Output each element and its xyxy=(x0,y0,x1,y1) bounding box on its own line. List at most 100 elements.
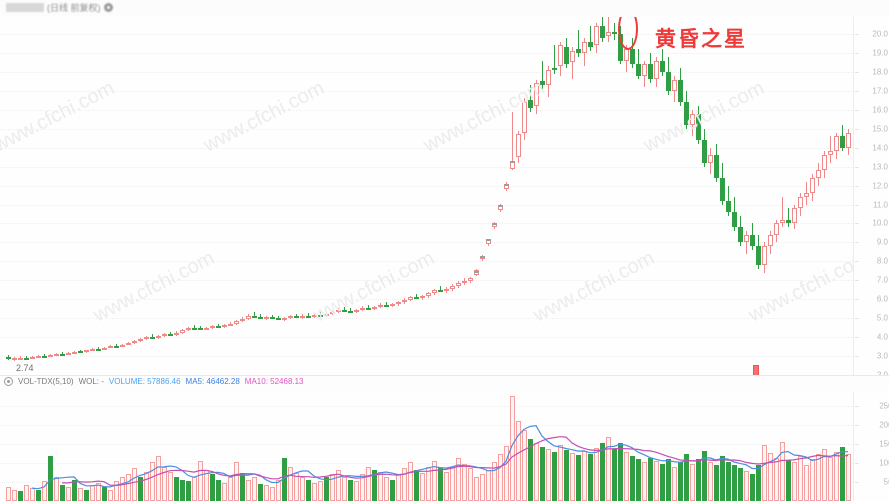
candle-body xyxy=(299,315,305,318)
volume-bar xyxy=(179,479,185,501)
candle-body xyxy=(665,71,671,91)
candle-body xyxy=(425,293,431,297)
volume-bar xyxy=(707,461,713,501)
candlestick xyxy=(797,193,803,216)
price-axis-label: 12.0 xyxy=(872,181,888,191)
candle-body xyxy=(443,288,449,291)
candlestick xyxy=(641,60,647,88)
candle-wick xyxy=(439,285,441,293)
candle-body xyxy=(815,170,821,178)
price-chart-panel[interactable]: www.cfchi.com www.cfchi.com www.cfchi.co… xyxy=(0,17,853,375)
candlestick xyxy=(461,278,467,285)
volume-bar xyxy=(731,465,737,501)
candle-wick xyxy=(319,312,321,317)
volume-bar xyxy=(263,485,269,501)
candlestick xyxy=(227,322,233,327)
volume-bar xyxy=(77,488,83,501)
gear-icon[interactable] xyxy=(103,3,113,12)
candle-body xyxy=(131,340,137,343)
candle-body xyxy=(629,49,635,65)
gridline xyxy=(0,280,853,282)
volume-bar xyxy=(665,458,671,501)
candle-body xyxy=(695,113,701,141)
candlestick xyxy=(599,17,605,42)
gridline xyxy=(0,242,853,244)
volume-bar xyxy=(761,444,767,501)
candle-wick xyxy=(787,208,789,228)
candle-body xyxy=(293,316,299,319)
indicator-name[interactable]: VOL-TDX(5,10) xyxy=(18,377,74,386)
axis-tick xyxy=(855,261,859,263)
candle-body xyxy=(107,346,113,349)
candle-body xyxy=(833,136,839,152)
volume-bar xyxy=(839,447,845,501)
volume-bar xyxy=(695,459,701,501)
volume-bar xyxy=(767,453,773,501)
candlestick xyxy=(437,285,443,293)
price-axis-label: 10.0 xyxy=(872,218,888,228)
volume-bar xyxy=(653,460,659,501)
candlestick xyxy=(425,291,431,298)
volume-bar xyxy=(173,476,179,501)
gridline xyxy=(0,261,853,263)
volume-chart-panel[interactable] xyxy=(0,391,853,501)
candlestick xyxy=(629,37,635,69)
candlestick xyxy=(305,313,311,318)
candle-body xyxy=(29,356,35,359)
candlestick xyxy=(131,340,137,344)
volume-bar xyxy=(311,482,317,501)
price-axis-label: 4.0 xyxy=(876,332,888,342)
candle-body xyxy=(143,337,149,340)
candlestick xyxy=(215,323,221,329)
candle-body xyxy=(329,311,335,314)
volume-bar xyxy=(491,462,497,501)
candle-body xyxy=(821,155,827,171)
candlestick xyxy=(605,17,611,42)
candle-body xyxy=(341,309,347,312)
volume-bar xyxy=(659,463,665,501)
candlestick xyxy=(815,162,821,186)
volume-axis: 2500 2000 1500 1000 500 xyxy=(853,391,889,501)
candle-body xyxy=(575,49,581,53)
volume-bar xyxy=(233,462,239,501)
candle-body xyxy=(281,317,287,320)
candlestick xyxy=(539,60,545,89)
candle-wick xyxy=(541,60,543,89)
candle-wick xyxy=(349,307,351,313)
candlestick xyxy=(839,124,845,152)
candlestick xyxy=(65,351,71,355)
volume-bar xyxy=(257,483,263,501)
gridline xyxy=(0,356,853,358)
watermark: www.cfchi.com xyxy=(0,76,118,157)
volume-bar xyxy=(833,451,839,501)
candlestick xyxy=(371,305,377,310)
candlestick xyxy=(173,331,179,336)
candle-body xyxy=(377,304,383,307)
candlestick xyxy=(395,300,401,306)
axis-tick xyxy=(855,406,859,408)
candlestick xyxy=(155,334,161,339)
candle-wick xyxy=(79,349,81,353)
candlestick xyxy=(71,350,77,354)
axis-tick xyxy=(855,463,859,465)
candle-body xyxy=(233,321,239,324)
candle-body xyxy=(311,314,317,317)
candlestick xyxy=(725,185,731,216)
volume-bar xyxy=(587,453,593,501)
candlestick xyxy=(383,301,389,307)
volume-bar xyxy=(65,486,71,501)
candle-body xyxy=(845,132,851,148)
candlestick xyxy=(269,314,275,320)
axis-tick xyxy=(855,147,859,149)
candle-body xyxy=(395,302,401,305)
candle-wick xyxy=(97,347,99,350)
volume-bar xyxy=(821,448,827,501)
volume-bar xyxy=(47,456,53,501)
candle-body xyxy=(119,344,125,347)
indicator-menu-icon[interactable] xyxy=(4,377,13,386)
volume-bar xyxy=(371,469,377,501)
axis-tick xyxy=(855,34,859,36)
candle-wick xyxy=(151,334,153,339)
volume-bar xyxy=(539,447,545,501)
candle-wick xyxy=(589,26,591,52)
